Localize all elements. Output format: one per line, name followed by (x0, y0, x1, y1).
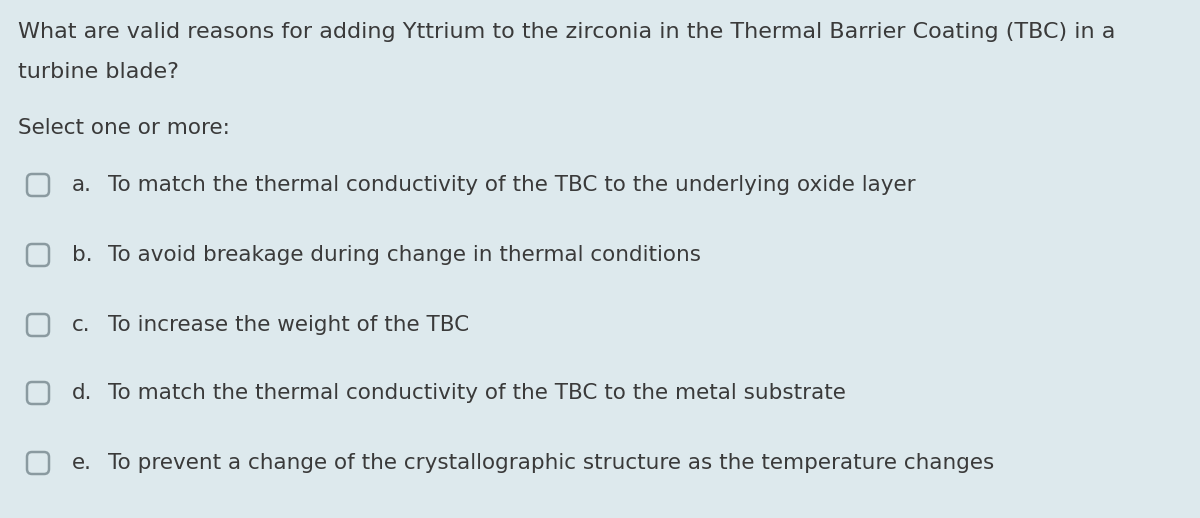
Text: a.: a. (72, 175, 92, 195)
Text: e.: e. (72, 453, 92, 473)
FancyBboxPatch shape (28, 244, 49, 266)
Text: Select one or more:: Select one or more: (18, 118, 230, 138)
Text: To match the thermal conductivity of the TBC to the underlying oxide layer: To match the thermal conductivity of the… (108, 175, 916, 195)
Text: turbine blade?: turbine blade? (18, 62, 179, 82)
FancyBboxPatch shape (28, 382, 49, 404)
FancyBboxPatch shape (28, 314, 49, 336)
Text: To increase the weight of the TBC: To increase the weight of the TBC (108, 315, 469, 335)
Text: c.: c. (72, 315, 91, 335)
FancyBboxPatch shape (28, 452, 49, 474)
FancyBboxPatch shape (28, 174, 49, 196)
Text: d.: d. (72, 383, 92, 403)
Text: To match the thermal conductivity of the TBC to the metal substrate: To match the thermal conductivity of the… (108, 383, 846, 403)
Text: What are valid reasons for adding Yttrium to the zirconia in the Thermal Barrier: What are valid reasons for adding Yttriu… (18, 22, 1115, 42)
Text: To prevent a change of the crystallographic structure as the temperature changes: To prevent a change of the crystallograp… (108, 453, 995, 473)
Text: b.: b. (72, 245, 92, 265)
Text: To avoid breakage during change in thermal conditions: To avoid breakage during change in therm… (108, 245, 701, 265)
